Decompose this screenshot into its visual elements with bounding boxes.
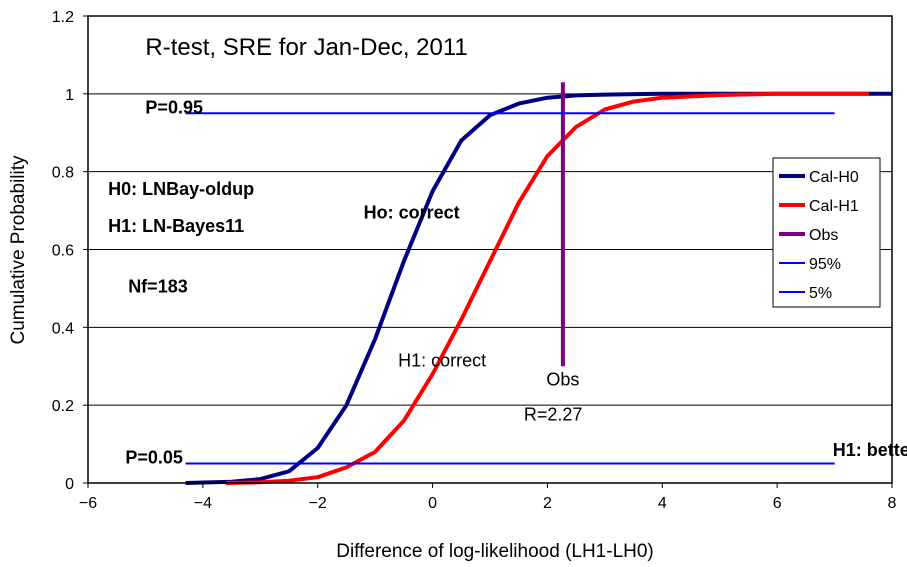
legend-label-95: 95% [809, 256, 841, 273]
grid-lines [88, 15, 892, 406]
y-tick-label: 0.4 [52, 320, 74, 337]
x-tick-label: −6 [79, 495, 97, 512]
y-tick-label: 0 [65, 476, 74, 493]
annotations: R-test, SRE for Jan-Dec, 2011 P=0.95 P=0.0… [108, 34, 907, 468]
x-tick-label: 6 [773, 495, 782, 512]
x-tick-label: 4 [658, 495, 667, 512]
legend-label-cal-h1: Cal-H1 [809, 198, 859, 215]
y-tick-label: 1.2 [52, 9, 74, 26]
y-tick-label: 1 [65, 87, 74, 104]
y-tick-label: 0.6 [52, 243, 74, 260]
x-tick-label: −2 [309, 495, 327, 512]
annotation-h1-correct: H1: correct [398, 350, 486, 370]
axes [83, 15, 893, 488]
annotation-h1-better: H1: better [833, 440, 907, 460]
legend: Cal-H0 Cal-H1 Obs 95% 5% [772, 157, 881, 308]
legend-label-cal-h0: Cal-H0 [809, 169, 859, 186]
series-lines [185, 82, 892, 485]
y-axis-title: Cumulative Probability [8, 155, 29, 345]
annotation-h0-lnbay-oldup: H0: LNBay-oldup [108, 179, 254, 199]
annotation-r-2-27: R=2.27 [524, 405, 583, 425]
legend-label-5: 5% [809, 285, 832, 302]
y-tick-label: 0.2 [52, 398, 74, 415]
x-tick-label: 0 [428, 495, 437, 512]
legend-label-obs: Obs [809, 227, 838, 244]
x-axis-title: Difference of log-likelihood (LH1-LH0) [336, 541, 654, 562]
x-tick-label: 8 [888, 495, 897, 512]
x-tick-label: 2 [543, 495, 552, 512]
annotation-nf-183: Nf=183 [128, 276, 188, 296]
annotation-p-0-05: P=0.05 [125, 448, 183, 468]
x-tick-label: −4 [194, 495, 212, 512]
series-line-cal-h1 [225, 91, 869, 485]
annotation-obs: Obs [546, 370, 579, 390]
tick-labels: 0 0.2 0.4 0.6 0.8 1 1.2 −6 −4 −2 0 2 4 6 8 [52, 9, 897, 512]
annotation-ho-correct: Ho: correct [364, 202, 460, 222]
annotation-h1-ln-bayes11: H1: LN-Bayes11 [108, 216, 244, 236]
annotation-r-test-sre-for-jan-dec-2011: R-test, SRE for Jan-Dec, 2011 [145, 34, 467, 61]
annotation-p-0-95: P=0.95 [145, 97, 203, 117]
y-tick-label: 0.8 [52, 165, 74, 182]
